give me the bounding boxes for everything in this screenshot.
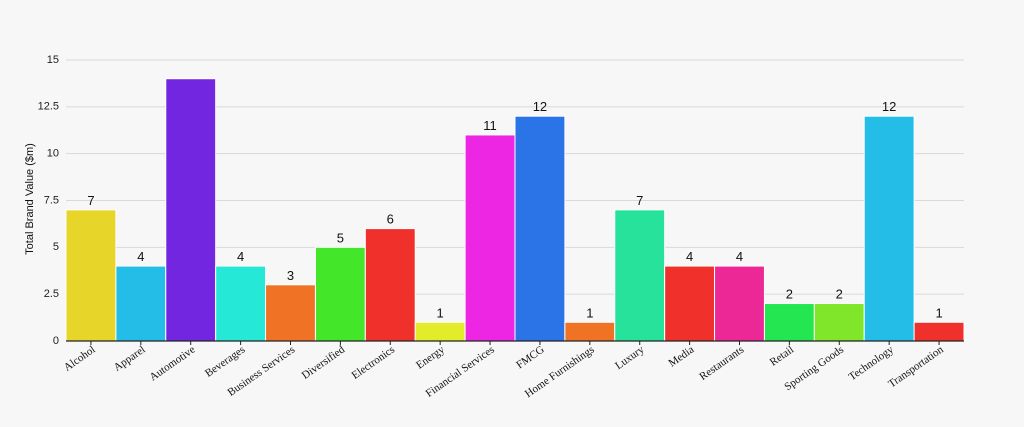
x-tick-label: Technology bbox=[847, 343, 897, 383]
y-tick-label: 12.5 bbox=[38, 101, 59, 113]
y-tick-label: 15 bbox=[47, 54, 59, 66]
bar bbox=[813, 303, 865, 342]
bar bbox=[913, 321, 965, 342]
x-tick-label: Media bbox=[666, 344, 696, 370]
data-label: 4 bbox=[736, 249, 743, 264]
y-axis-title: Total Brand Value ($m) bbox=[24, 143, 36, 255]
bar bbox=[215, 265, 267, 342]
data-label: 12 bbox=[533, 99, 547, 114]
data-label: 3 bbox=[287, 268, 294, 283]
data-label: 4 bbox=[686, 249, 693, 264]
x-tick-label: Beverages bbox=[203, 344, 247, 380]
bar bbox=[364, 228, 416, 342]
bar bbox=[414, 321, 466, 342]
bars bbox=[65, 78, 965, 342]
data-label: 7 bbox=[87, 193, 94, 208]
data-label: 7 bbox=[636, 193, 643, 208]
x-tick-label: Transportation bbox=[886, 343, 946, 390]
bar bbox=[115, 265, 167, 342]
bar bbox=[314, 246, 366, 342]
x-tick-label: Energy bbox=[414, 343, 447, 371]
x-tick-label: Apparel bbox=[112, 344, 148, 374]
x-tick-label: FMCG bbox=[514, 344, 546, 372]
bar bbox=[863, 115, 915, 342]
y-tick-label: 10 bbox=[47, 148, 59, 160]
data-label: 6 bbox=[387, 212, 394, 227]
data-label: 2 bbox=[786, 287, 793, 302]
x-tick-label: Alcohol bbox=[62, 344, 98, 374]
x-tick-label: Electronics bbox=[350, 344, 397, 382]
data-label: 4 bbox=[137, 249, 144, 264]
bar bbox=[464, 134, 516, 342]
y-tick-label: 7.5 bbox=[44, 194, 59, 206]
bar bbox=[714, 265, 765, 342]
x-tick-labels: Alcohol Apparel Automotive BeveragesBusines… bbox=[62, 343, 946, 400]
bar bbox=[65, 209, 117, 342]
x-tick-label: Automotive bbox=[148, 344, 198, 384]
x-tick-label: Diversified bbox=[300, 343, 348, 381]
data-label: 11 bbox=[483, 118, 497, 133]
data-label: 5 bbox=[337, 230, 344, 245]
axes bbox=[66, 340, 964, 345]
bar bbox=[514, 115, 566, 342]
data-label: 1 bbox=[586, 305, 593, 320]
data-label: 4 bbox=[237, 249, 244, 264]
data-label: 12 bbox=[882, 99, 896, 114]
data-label: 1 bbox=[935, 305, 942, 320]
bar bbox=[265, 284, 316, 342]
y-tick-label: 0 bbox=[53, 335, 59, 347]
x-tick-label: Retail bbox=[768, 344, 796, 369]
bar bbox=[664, 265, 716, 342]
data-label: 1 bbox=[437, 305, 444, 320]
bar bbox=[564, 321, 616, 342]
bar bbox=[165, 78, 217, 342]
y-tick-labels: 0 2.5 5 7.5 10 12.5 15 bbox=[38, 54, 59, 347]
y-tick-label: 5 bbox=[53, 241, 59, 253]
bar bbox=[614, 209, 666, 342]
bar bbox=[763, 303, 815, 342]
x-tick-label: Luxury bbox=[613, 343, 647, 372]
data-label: 2 bbox=[836, 287, 843, 302]
x-tick-label: Restaurants bbox=[697, 344, 746, 383]
y-tick-label: 2.5 bbox=[44, 288, 59, 300]
